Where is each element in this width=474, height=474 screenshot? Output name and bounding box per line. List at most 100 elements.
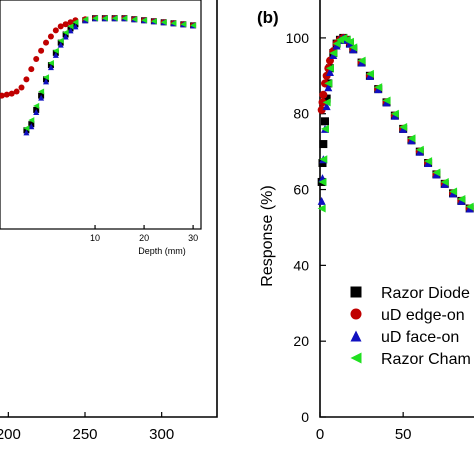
data-point — [180, 21, 187, 28]
data-point — [319, 155, 328, 164]
legend-label: uD edge-on — [381, 307, 465, 324]
data-point — [57, 41, 64, 48]
data-point — [52, 47, 59, 54]
y-tick-label: 60 — [293, 182, 309, 198]
data-point — [101, 15, 108, 22]
data-point — [47, 64, 54, 71]
x-tick-label: 200 — [0, 426, 21, 443]
data-point — [43, 78, 50, 85]
data-point — [449, 187, 458, 196]
data-point — [47, 60, 54, 67]
data-point — [357, 56, 366, 65]
x-tick-label: 0 — [316, 426, 324, 443]
left-main-panel: 200 250 300 — [0, 0, 218, 443]
data-point — [38, 94, 45, 101]
y-tick-label: 0 — [301, 409, 309, 425]
data-point — [92, 15, 99, 22]
data-point — [465, 202, 474, 211]
data-point — [322, 94, 331, 103]
data-point — [67, 23, 74, 30]
data-point — [57, 37, 64, 44]
panel-b-ticks: 0 20 40 60 80 100 0 50 — [286, 30, 412, 443]
x-tick-label: 50 — [395, 426, 412, 443]
panel-b: (b) Response (%) 0 20 40 60 80 100 0 50 Razor D… — [257, 0, 474, 443]
data-point — [324, 79, 333, 88]
panel-b-plot-area — [317, 33, 474, 213]
data-point — [440, 177, 449, 186]
y-tick-label: 40 — [293, 257, 309, 273]
data-point — [390, 109, 399, 118]
data-point — [28, 117, 35, 124]
data-point — [317, 105, 326, 114]
data-point — [415, 145, 424, 154]
left-main-axes-frame — [0, 0, 218, 418]
x-tick-label: 10 — [90, 233, 100, 243]
data-point — [432, 168, 441, 177]
data-point — [62, 33, 69, 40]
data-point — [317, 196, 326, 205]
data-point — [349, 43, 358, 52]
data-point — [23, 125, 30, 132]
data-point — [23, 129, 30, 136]
data-point — [160, 19, 167, 26]
panel-b-legend: Razor Diode uD edge-on uD face-on Razor Cha… — [350, 285, 471, 368]
data-point — [407, 134, 416, 143]
data-point — [325, 64, 334, 73]
data-point — [131, 16, 138, 23]
data-point — [332, 39, 341, 48]
data-point — [43, 74, 50, 81]
legend-marker — [350, 308, 362, 320]
data-point — [43, 39, 50, 46]
x-tick-label: 250 — [72, 426, 97, 443]
data-point — [67, 19, 74, 26]
data-point — [317, 204, 326, 213]
data-point — [52, 51, 59, 58]
data-point — [67, 27, 74, 34]
data-point — [72, 23, 79, 30]
left-main-x-ticks: 200 250 300 — [0, 412, 174, 443]
data-point — [0, 92, 5, 99]
data-point — [28, 123, 35, 130]
data-point — [141, 17, 148, 24]
inset-frame — [0, 0, 202, 230]
data-point — [62, 21, 69, 28]
data-point — [33, 102, 40, 109]
data-point — [345, 37, 354, 46]
data-point — [170, 20, 177, 27]
inset-plot-area — [0, 15, 197, 136]
panel-b-y-axis-label: Response (%) — [259, 185, 276, 286]
data-point — [190, 22, 197, 29]
x-tick-label: 30 — [188, 233, 198, 243]
panel-b-label: (b) — [257, 8, 279, 27]
data-point — [457, 195, 466, 204]
y-tick-label: 20 — [293, 333, 309, 349]
data-point — [318, 98, 327, 107]
x-tick-label: 300 — [149, 426, 174, 443]
data-point — [62, 29, 69, 36]
legend-label: uD face-on — [381, 329, 459, 346]
data-point — [324, 83, 333, 92]
data-point — [150, 18, 157, 25]
inset-panel: 10 20 30 Depth (mm) — [0, 0, 202, 256]
data-point — [72, 19, 79, 26]
data-point — [28, 66, 35, 73]
x-tick-label: 20 — [139, 233, 149, 243]
legend-label: Razor Cham — [381, 351, 471, 368]
data-point — [382, 96, 391, 105]
data-point — [8, 90, 15, 97]
data-point — [38, 88, 45, 95]
data-point — [82, 16, 89, 23]
data-point — [329, 49, 338, 58]
data-point — [33, 108, 40, 115]
data-point — [424, 157, 433, 166]
data-point — [57, 23, 64, 30]
inset-x-axis-label: Depth (mm) — [138, 246, 186, 256]
data-point — [38, 47, 45, 54]
data-point — [365, 69, 374, 78]
legend-label: Razor Diode — [381, 285, 470, 302]
data-point — [320, 117, 329, 126]
y-tick-label: 80 — [293, 106, 309, 122]
data-point — [374, 83, 383, 92]
legend-marker — [350, 330, 362, 342]
